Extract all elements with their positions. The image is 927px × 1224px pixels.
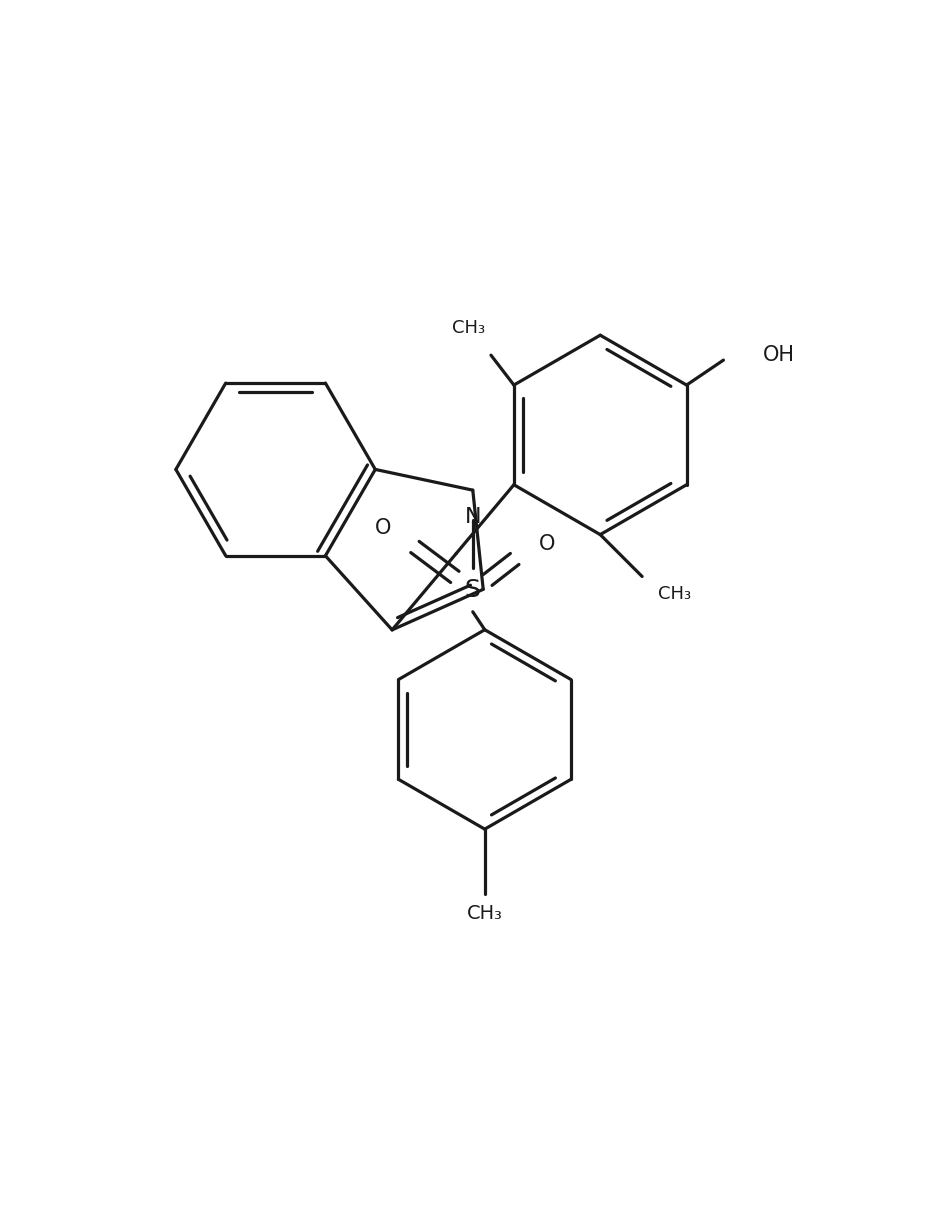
Text: N: N (464, 507, 480, 528)
Text: OH: OH (763, 345, 794, 365)
Text: O: O (375, 518, 391, 539)
Text: CH₃: CH₃ (466, 905, 502, 923)
Text: S: S (464, 578, 480, 602)
Text: CH₃: CH₃ (657, 585, 691, 603)
Text: CH₃: CH₃ (452, 319, 485, 338)
Text: O: O (538, 534, 554, 554)
